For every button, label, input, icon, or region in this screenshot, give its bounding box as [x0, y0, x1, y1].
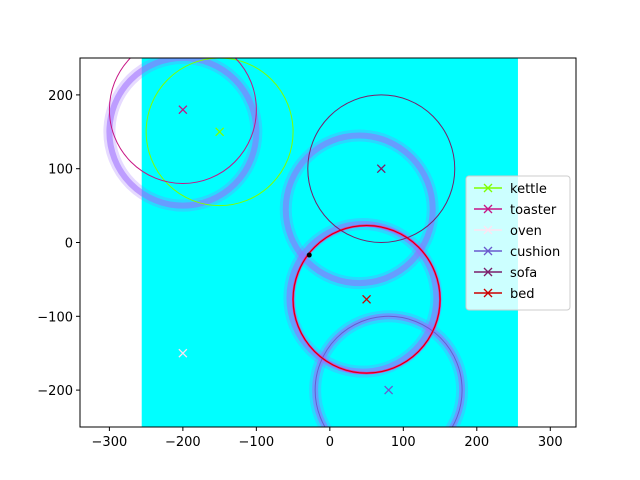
y-axis: −200 −100 0 100 200: [37, 89, 80, 399]
legend-marker: [483, 267, 493, 277]
x-tick-label: 100: [391, 435, 416, 450]
sofa-circle: [307, 94, 456, 243]
toaster-circle: [108, 58, 257, 184]
field-ring: [282, 132, 436, 287]
bed-circle: [292, 225, 441, 374]
field-ring: [106, 58, 260, 209]
oven-marker: [178, 348, 188, 358]
kettle-circle: [145, 58, 294, 207]
y-tick-label: −100: [37, 310, 73, 325]
x-tick-label: −100: [238, 435, 274, 450]
legend-entry-bed: bed: [474, 287, 535, 302]
cushion-marker-stroke: [384, 385, 394, 395]
cushion-circle: [314, 315, 463, 427]
point-marker: [306, 252, 312, 258]
field-ring: [286, 221, 440, 375]
toaster-marker: [178, 105, 188, 115]
toaster-marker-stroke: [178, 105, 188, 115]
legend-entry-kettle: kettle: [474, 182, 547, 197]
x-tick-label: 200: [464, 435, 489, 450]
legend-label: bed: [510, 287, 535, 302]
legend: kettle toaster oven cushion sofa bed: [465, 175, 571, 311]
legend-marker: [483, 288, 493, 298]
y-tick-label: 200: [48, 89, 73, 104]
kettle-marker: [215, 127, 225, 137]
y-tick-label: 0: [65, 237, 73, 252]
data-layer: [108, 58, 463, 427]
y-tick-label: 100: [48, 163, 73, 178]
legend-label: oven: [510, 224, 542, 239]
legend-entry-oven: oven: [474, 224, 542, 239]
legend-marker: [483, 183, 493, 193]
legend-marker: [483, 225, 493, 235]
legend-label: sofa: [510, 266, 537, 281]
legend-label: cushion: [510, 245, 560, 260]
x-tick-label: −300: [92, 435, 128, 450]
legend-entry-sofa: sofa: [474, 266, 537, 281]
kettle-marker-stroke: [215, 127, 225, 137]
legend-entry-cushion: cushion: [474, 245, 560, 260]
sofa-marker: [376, 164, 386, 174]
legend-label: toaster: [510, 203, 557, 218]
bed-marker-stroke: [362, 294, 372, 304]
legend-entry-toaster: toaster: [474, 203, 557, 218]
x-tick-label: 0: [326, 435, 334, 450]
cushion-marker: [384, 385, 394, 395]
bed-marker: [362, 294, 372, 304]
x-axis: −300 −200 −100 0 100 200 300: [92, 427, 563, 450]
legend-marker: [483, 204, 493, 214]
oven-marker-stroke: [178, 348, 188, 358]
x-tick-label: −200: [165, 435, 201, 450]
legend-label: kettle: [510, 182, 547, 197]
y-tick-label: −200: [37, 384, 73, 399]
background-field: [103, 58, 518, 427]
sofa-marker-stroke: [376, 164, 386, 174]
legend-marker: [483, 246, 493, 256]
x-tick-label: 300: [538, 435, 563, 450]
